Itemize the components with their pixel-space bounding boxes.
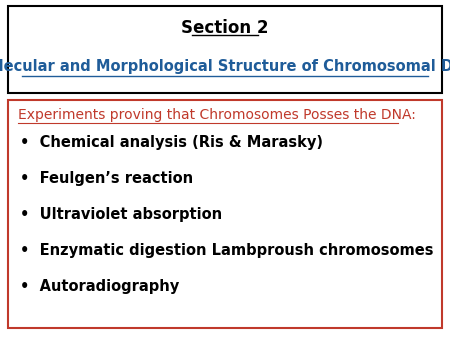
Text: •  Autoradiography: • Autoradiography	[20, 279, 179, 293]
Text: •  Feulgen’s reaction: • Feulgen’s reaction	[20, 170, 193, 186]
Text: Molecular and Morphological Structure of Chromosomal DNA: Molecular and Morphological Structure of…	[0, 59, 450, 74]
Text: •  Ultraviolet absorption: • Ultraviolet absorption	[20, 207, 222, 221]
FancyBboxPatch shape	[8, 100, 442, 328]
Text: Section 2: Section 2	[181, 19, 269, 37]
Text: •  Enzymatic digestion Lambproush chromosomes: • Enzymatic digestion Lambproush chromos…	[20, 242, 433, 258]
Text: Experiments proving that Chromosomes Posses the DNA:: Experiments proving that Chromosomes Pos…	[18, 108, 416, 122]
FancyBboxPatch shape	[8, 6, 442, 93]
Text: •  Chemical analysis (Ris & Marasky): • Chemical analysis (Ris & Marasky)	[20, 135, 323, 149]
